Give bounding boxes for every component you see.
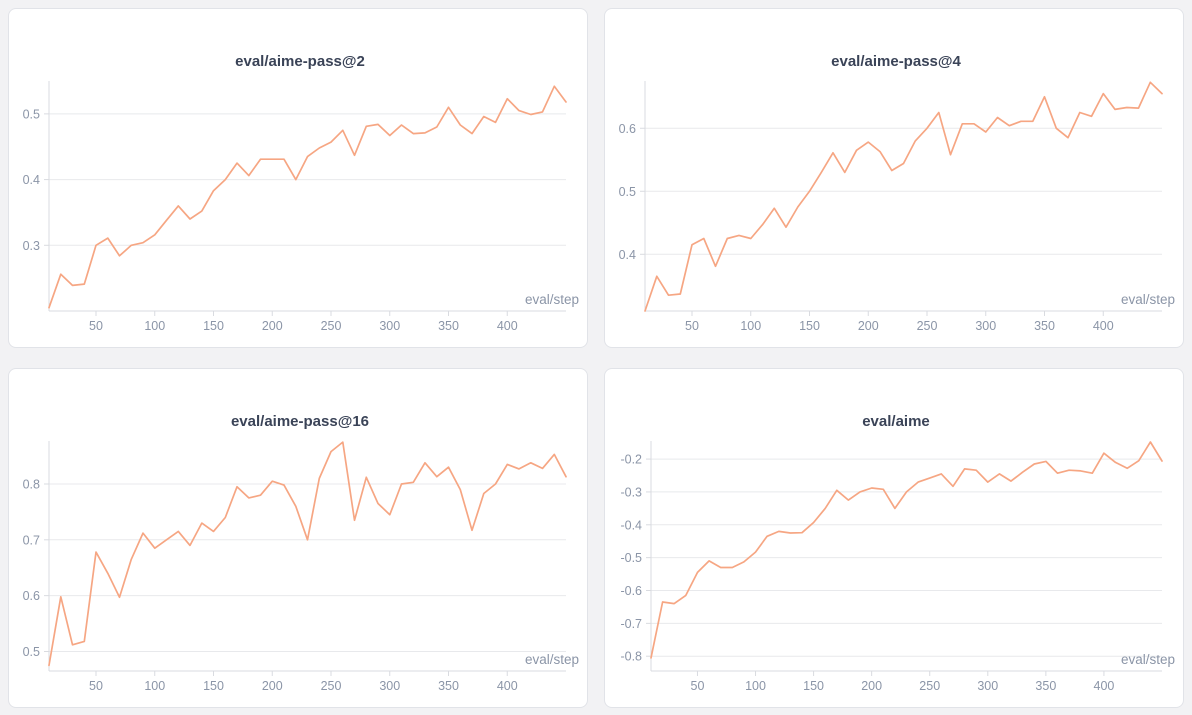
y-tick-label: 0.5 [619, 185, 636, 199]
x-tick-label: 150 [203, 319, 224, 333]
x-axis-label: eval/step [525, 652, 579, 667]
grid-row: 0.8 [23, 477, 566, 491]
x-axis-label: eval/step [525, 292, 579, 307]
series-line [48, 441, 567, 667]
x-tick-label: 300 [379, 679, 400, 693]
x-tick-label: 100 [740, 319, 761, 333]
y-tick-label: 0.4 [23, 173, 40, 187]
y-tick-label: 0.6 [23, 589, 40, 603]
grid-row: 0.4 [619, 248, 1162, 262]
chart-panel-eval-aime-pass-4[interactable]: eval/aime-pass@4 0.4 0.5 0.6 50 100 150 200 250 3… [604, 8, 1184, 348]
chart-title: eval/aime-pass@16 [231, 413, 369, 430]
grid-row: -0.6 [620, 584, 1162, 598]
x-tick-label: 150 [203, 679, 224, 693]
grid-row: 0.5 [23, 645, 566, 659]
x-tick-label: 400 [497, 679, 518, 693]
x-tick-label: 250 [321, 679, 342, 693]
grid-row: 0.6 [619, 122, 1162, 136]
chart-panel-eval-aime[interactable]: eval/aime -0.8 -0.7 -0.6 -0.5 -0.4 -0.3 -0.2 50 1… [604, 368, 1184, 708]
grid-row: 0.6 [23, 589, 566, 603]
x-tick-label: 400 [1094, 679, 1115, 693]
grid-row: 0.5 [619, 185, 1162, 199]
chart-title: eval/aime [862, 413, 930, 430]
grid-row: -0.7 [620, 617, 1162, 631]
grid-row: 0.7 [23, 533, 566, 547]
chart-panel-eval-aime-pass-2[interactable]: eval/aime-pass@2 0.3 0.4 0.5 50 100 150 200 250 3… [8, 8, 588, 348]
y-tick-label: 0.7 [23, 533, 40, 547]
x-tick-label: 100 [144, 679, 165, 693]
y-tick-label: -0.8 [620, 650, 642, 664]
y-tick-label: 0.8 [23, 477, 40, 491]
x-tick-label: 100 [745, 679, 766, 693]
chart-title: eval/aime-pass@4 [831, 53, 961, 70]
x-tick-label: 250 [919, 679, 940, 693]
grid-row: 0.5 [23, 107, 566, 121]
x-tick-label: 200 [262, 679, 283, 693]
x-tick-label: 100 [144, 319, 165, 333]
x-tick-label: 350 [1034, 319, 1055, 333]
x-tick-label: 250 [917, 319, 938, 333]
x-tick-label: 300 [379, 319, 400, 333]
y-tick-label: -0.6 [620, 584, 642, 598]
x-tick-label: 250 [321, 319, 342, 333]
y-tick-label: 0.4 [619, 248, 636, 262]
y-tick-label: 0.5 [23, 107, 40, 121]
series-line [48, 85, 567, 309]
x-tick-label: 50 [691, 679, 705, 693]
x-tick-label: 200 [861, 679, 882, 693]
x-axis-label: eval/step [1121, 652, 1175, 667]
chart-title: eval/aime-pass@2 [235, 53, 365, 70]
x-tick-label: 350 [1035, 679, 1056, 693]
y-tick-label: -0.7 [620, 617, 642, 631]
grid-row: -0.8 [620, 650, 1162, 664]
y-tick-label: -0.3 [620, 485, 642, 499]
x-tick-label: 400 [1093, 319, 1114, 333]
y-tick-label: 0.3 [23, 239, 40, 253]
x-tick-label: 50 [685, 319, 699, 333]
grid-row: -0.5 [620, 551, 1162, 565]
series-line [644, 81, 1163, 312]
x-tick-label: 300 [975, 319, 996, 333]
grid-row: -0.2 [620, 453, 1162, 467]
chart-canvas[interactable]: eval/aime-pass@16 0.5 0.6 0.7 0.8 50 100 150 200… [9, 369, 587, 707]
y-tick-label: 0.5 [23, 645, 40, 659]
x-tick-label: 150 [799, 319, 820, 333]
series-line [650, 441, 1163, 659]
chart-canvas[interactable]: eval/aime-pass@2 0.3 0.4 0.5 50 100 150 200 250 3… [9, 9, 587, 347]
x-tick-label: 350 [438, 679, 459, 693]
chart-canvas[interactable]: eval/aime -0.8 -0.7 -0.6 -0.5 -0.4 -0.3 -0.2 50 1… [605, 369, 1183, 707]
grid-row: -0.3 [620, 485, 1162, 499]
x-tick-label: 200 [858, 319, 879, 333]
chart-panel-eval-aime-pass-16[interactable]: eval/aime-pass@16 0.5 0.6 0.7 0.8 50 100 150 200… [8, 368, 588, 708]
y-tick-label: -0.5 [620, 551, 642, 565]
x-tick-label: 300 [977, 679, 998, 693]
y-tick-label: -0.4 [620, 518, 642, 532]
y-tick-label: -0.2 [620, 453, 642, 467]
x-tick-label: 150 [803, 679, 824, 693]
x-tick-label: 50 [89, 319, 103, 333]
x-tick-label: 50 [89, 679, 103, 693]
charts-grid: eval/aime-pass@2 0.3 0.4 0.5 50 100 150 200 250 3… [8, 8, 1184, 708]
x-tick-label: 400 [497, 319, 518, 333]
grid-row: 0.4 [23, 173, 566, 187]
chart-canvas[interactable]: eval/aime-pass@4 0.4 0.5 0.6 50 100 150 200 250 3… [605, 9, 1183, 347]
x-axis-label: eval/step [1121, 292, 1175, 307]
x-tick-label: 350 [438, 319, 459, 333]
x-tick-label: 200 [262, 319, 283, 333]
grid-row: -0.4 [620, 518, 1162, 532]
y-tick-label: 0.6 [619, 122, 636, 136]
